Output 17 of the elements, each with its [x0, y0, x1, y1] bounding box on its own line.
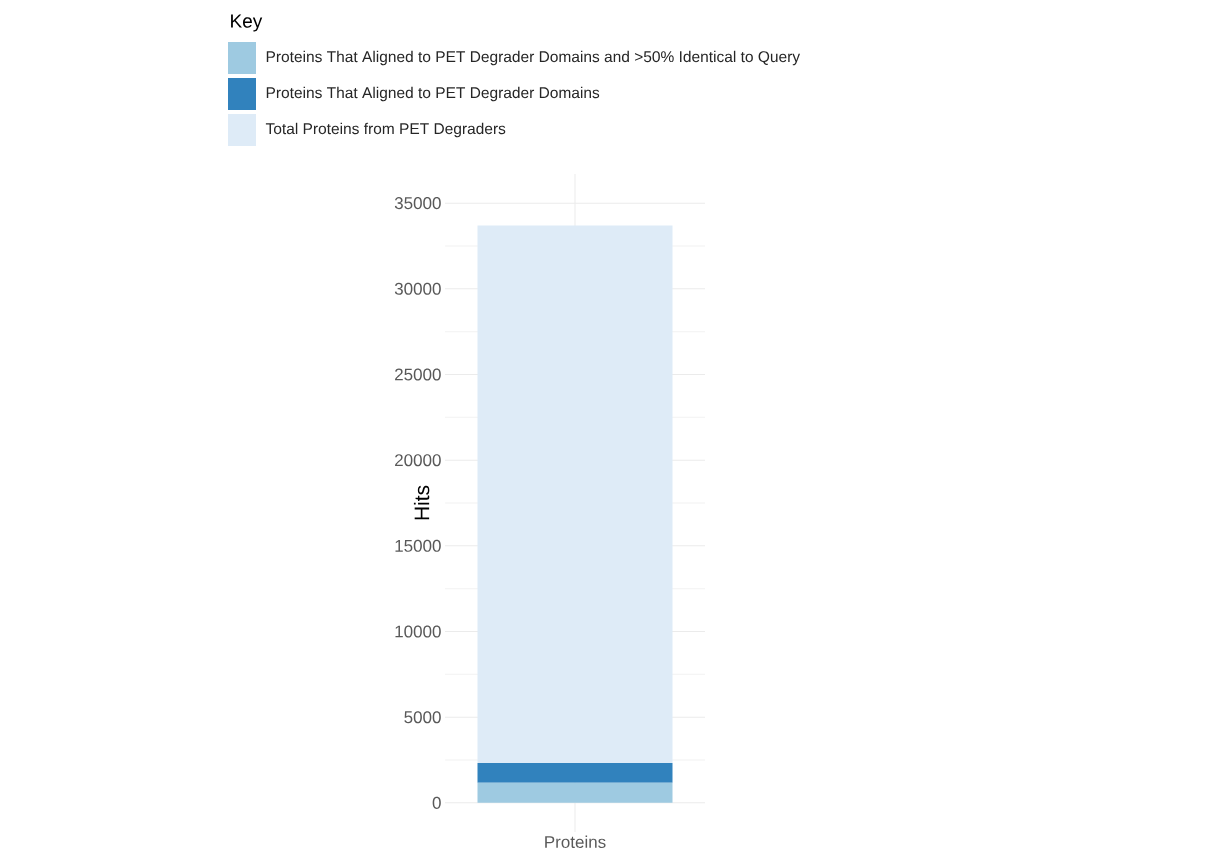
y-tick-label: 20000	[395, 454, 441, 467]
bar	[477, 225, 673, 763]
y-tick-label: 25000	[395, 368, 441, 381]
legend-label: Proteins That Aligned to PET Degrader Domains and >50% Identical to Query	[266, 50, 801, 66]
y-tick-label: 15000	[395, 539, 441, 552]
bar	[477, 762, 673, 783]
legend-label: Proteins That Aligned to PET Degrader Domains	[266, 86, 600, 102]
y-axis-title: Hits	[413, 485, 430, 520]
legend-label: Total Proteins from PET Degraders	[265, 122, 506, 138]
y-tick-label: 30000	[394, 282, 441, 295]
y-tick-label: 0	[432, 796, 441, 809]
y-tick-label: 5000	[404, 711, 441, 724]
y-tick-label: 10000	[395, 625, 441, 638]
x-tick-label: Proteins	[545, 835, 606, 849]
legend-title: Key	[231, 14, 263, 32]
y-tick-label: 35000	[394, 197, 441, 210]
bar	[477, 782, 673, 803]
